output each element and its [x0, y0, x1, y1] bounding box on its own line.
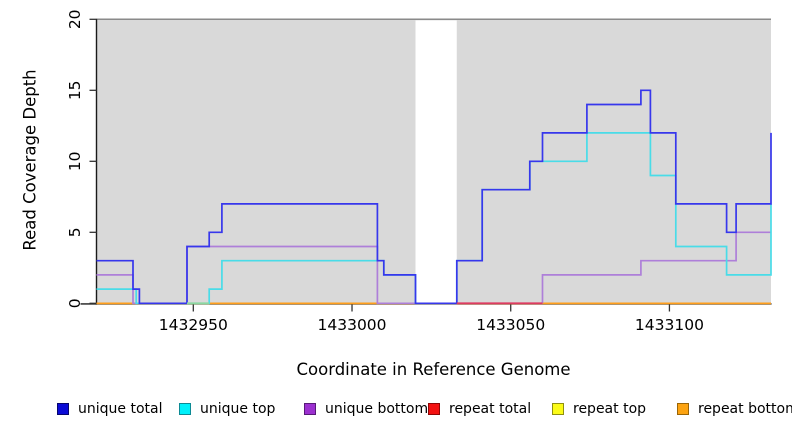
legend-label: repeat total: [449, 401, 532, 417]
legend-item-unique-bottom: unique bottom: [304, 401, 428, 417]
repeat-total-swatch-icon: [428, 403, 440, 415]
legend-label: repeat top: [573, 401, 647, 417]
x-tick-label: 1433050: [476, 316, 545, 334]
repeat-bottom-swatch-icon: [677, 403, 689, 415]
legend-item-repeat-total: repeat total: [428, 401, 531, 417]
y-tick-label: 20: [66, 9, 84, 29]
y-tick-label: 0: [66, 298, 84, 308]
x-axis-label: Coordinate in Reference Genome: [296, 360, 571, 379]
legend-label: repeat bottom: [698, 401, 792, 417]
x-tick-label: 1432950: [159, 316, 228, 334]
legend-label: unique total: [78, 401, 163, 417]
legend-item-unique-top: unique top: [179, 401, 275, 417]
legend-label: unique top: [200, 401, 276, 417]
legend-item-repeat-top: repeat top: [552, 401, 646, 417]
unique-total-swatch-icon: [57, 403, 69, 415]
x-tick-label: 1433000: [318, 316, 387, 334]
repeat-top-swatch-icon: [552, 403, 564, 415]
y-tick-label: 10: [66, 151, 84, 171]
x-tick-label: 1433100: [635, 316, 704, 334]
y-tick-label: 15: [66, 80, 84, 100]
legend-item-repeat-bottom: repeat bottom: [677, 401, 792, 417]
series-unique-total-line: [96, 89, 772, 305]
masked-region: [415, 20, 457, 305]
unique-bottom-swatch-icon: [304, 403, 316, 415]
legend-item-unique-total: unique total: [57, 401, 162, 417]
unique-top-swatch-icon: [179, 403, 191, 415]
y-tick-label: 5: [66, 227, 84, 237]
y-axis-label: Read Coverage Depth: [20, 69, 40, 251]
legend-label: unique bottom: [325, 401, 429, 417]
